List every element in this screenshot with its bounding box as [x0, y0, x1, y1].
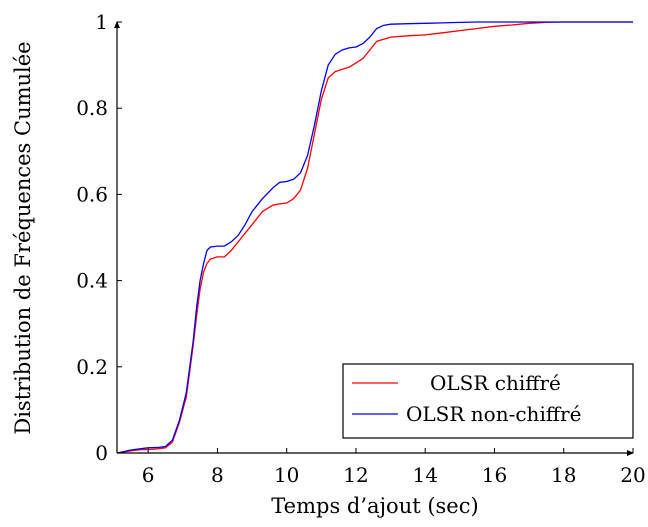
x-tick-label: 12 [343, 463, 368, 487]
x-tick-label: 6 [142, 463, 155, 487]
legend-label-non-chiffre: OLSR non-chiffré [406, 402, 581, 426]
y-tick-label: 1 [95, 10, 108, 34]
x-tick-label: 14 [412, 463, 437, 487]
x-tick-label: 20 [620, 463, 645, 487]
y-tick-label: 0.4 [76, 269, 108, 293]
x-axis-arrow [627, 450, 634, 456]
y-tick-label: 0.6 [76, 182, 108, 206]
y-tick-label: 0.8 [76, 96, 108, 120]
y-axis-arrow [114, 21, 120, 28]
x-tick-label: 16 [482, 463, 507, 487]
y-axis-title: Distribution de Fréquences Cumulée [11, 41, 35, 434]
y-tick-label: 0.2 [76, 355, 108, 379]
ticks: 6 8 10 12 14 16 18 20 0 0.2 0.4 0.6 0.8 1 [76, 10, 646, 487]
plot-lines [116, 21, 633, 454]
y-tick-label: 0 [95, 441, 108, 465]
legend: OLSR chiffré OLSR non-chiffré [342, 363, 634, 439]
x-tick-label: 18 [551, 463, 576, 487]
x-axis-title: Temps d’ajout (sec) [271, 494, 478, 518]
axes [114, 21, 634, 456]
legend-box [342, 363, 634, 439]
x-tick-label: 10 [274, 463, 299, 487]
series-line-non-chiffre [116, 21, 633, 454]
x-tick-label: 8 [211, 463, 224, 487]
legend-label-chiffre: OLSR chiffré [430, 371, 561, 395]
